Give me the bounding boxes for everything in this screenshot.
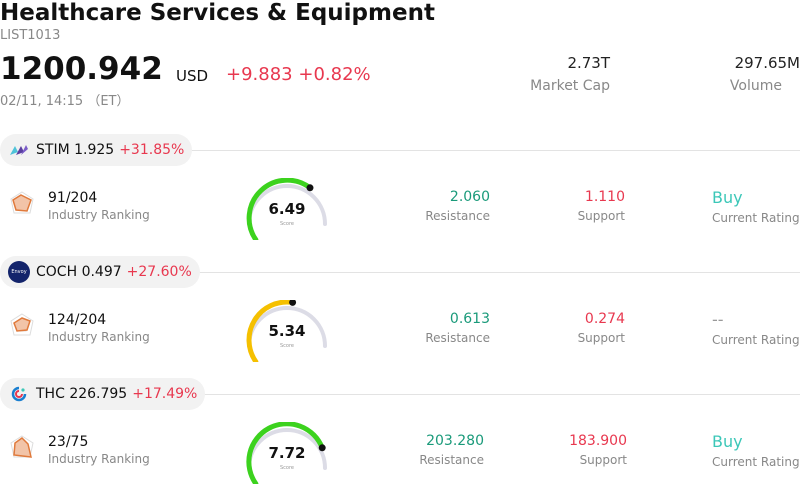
stock-pill-coch[interactable]: Envoy COCH 0.497 +27.60%: [0, 256, 200, 288]
industry-ranking-value: 23/75: [48, 434, 89, 450]
stock-card-coch[interactable]: Envoy COCH 0.497 +27.60% 124/204 Industr…: [0, 256, 800, 378]
current-rating-label: Current Rating: [712, 333, 800, 347]
score-caption: Score: [279, 465, 294, 471]
page-title: Healthcare Services & Equipment: [0, 0, 435, 26]
support-value: 1.110: [584, 189, 625, 205]
support-value: 0.274: [584, 311, 625, 327]
resistance-value: 2.060: [449, 189, 490, 205]
stock-price: 1.925: [74, 142, 115, 158]
stock-card-thc[interactable]: THC 226.795 +17.49% 23/75 Industry Ranki…: [0, 378, 800, 488]
ranking-radar-icon: [10, 191, 34, 214]
industry-ranking-value: 124/204: [48, 312, 107, 328]
stock-symbol: COCH: [36, 264, 78, 280]
score-caption: Score: [279, 221, 294, 227]
support-label: Support: [577, 209, 625, 223]
stock-pill-stim[interactable]: STIM 1.925 +31.85%: [0, 134, 193, 166]
stock-price: 226.795: [69, 386, 128, 402]
current-rating-value: --: [712, 310, 724, 329]
score-value: 6.49: [268, 200, 306, 218]
resistance-label: Resistance: [425, 331, 490, 345]
coch-logo-icon: Envoy: [8, 261, 30, 283]
current-rating-label: Current Rating: [712, 211, 800, 225]
support-label: Support: [579, 453, 627, 467]
market-cap-label: Market Cap: [530, 78, 610, 94]
stim-logo-icon: [8, 139, 30, 161]
price-change-abs: +9.883: [226, 64, 293, 85]
timestamp: 02/11, 14:15 （ET）: [0, 94, 130, 109]
score-value: 5.34: [268, 322, 306, 340]
score-gauge: 7.72 Score: [240, 421, 334, 487]
score-caption: Score: [279, 343, 294, 349]
score-gauge: 6.49 Score: [240, 177, 334, 243]
volume-value: 297.65M: [734, 54, 800, 72]
thc-logo-icon: [8, 383, 30, 405]
score-gauge-arc: [246, 421, 327, 487]
market-cap-value: 2.73T: [567, 54, 610, 72]
industry-ranking-label: Industry Ranking: [48, 330, 150, 344]
resistance-label: Resistance: [419, 453, 484, 467]
stock-change-pct: +31.85%: [119, 142, 185, 158]
coch-logo-text: Envoy: [11, 269, 27, 275]
price-change: +9.883 +0.82%: [226, 64, 371, 85]
stock-pill-thc[interactable]: THC 226.795 +17.49%: [0, 378, 206, 410]
support-value: 183.900: [569, 433, 627, 449]
index-ticker: LIST1013: [0, 28, 61, 43]
stock-symbol: STIM: [36, 142, 70, 158]
currency-label: USD: [176, 67, 209, 85]
section-divider: [190, 150, 800, 151]
index-price: 1200.942: [0, 51, 163, 87]
score-gauge-arc: [246, 298, 327, 365]
current-rating-value: Buy: [712, 432, 743, 451]
current-rating-value: Buy: [712, 188, 743, 207]
score-value: 7.72: [268, 444, 306, 462]
stock-card-stim[interactable]: STIM 1.925 +31.85% 91/204 Industry Ranki…: [0, 134, 800, 256]
ranking-radar-icon: [10, 435, 34, 458]
stock-symbol: THC: [36, 386, 65, 402]
section-divider: [190, 394, 800, 395]
resistance-value: 0.613: [449, 311, 490, 327]
resistance-value: 203.280: [426, 433, 484, 449]
stock-price: 0.497: [81, 264, 122, 280]
resistance-label: Resistance: [425, 209, 490, 223]
support-label: Support: [577, 331, 625, 345]
price-change-pct: +0.82%: [298, 64, 371, 85]
current-rating-label: Current Rating: [712, 455, 800, 469]
volume-label: Volume: [729, 78, 782, 94]
score-gauge: 5.34 Score: [240, 298, 334, 365]
stock-change-pct: +17.49%: [132, 386, 198, 402]
industry-ranking-label: Industry Ranking: [48, 452, 150, 466]
industry-ranking-value: 91/204: [48, 190, 98, 206]
ranking-radar-icon: [10, 313, 34, 336]
industry-ranking-label: Industry Ranking: [48, 208, 150, 222]
section-divider: [190, 272, 800, 273]
score-gauge-arc: [246, 177, 327, 243]
stock-change-pct: +27.60%: [126, 264, 192, 280]
